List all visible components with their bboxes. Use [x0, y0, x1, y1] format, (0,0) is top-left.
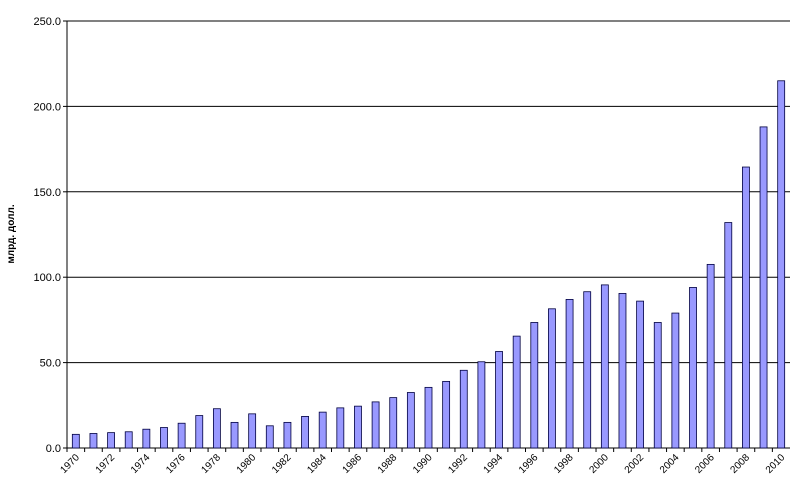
- x-tick-label: 1992: [446, 452, 470, 476]
- x-tick-label: 2000: [587, 452, 611, 476]
- bar: [689, 287, 697, 449]
- bar: [195, 415, 204, 449]
- bar: [653, 322, 662, 449]
- bar: [230, 421, 239, 449]
- x-tick-label: 1974: [129, 452, 153, 476]
- x-tick-label: 1994: [482, 452, 506, 476]
- bar: [424, 386, 433, 449]
- bar: [565, 299, 574, 449]
- bar: [636, 300, 645, 449]
- bar: [406, 392, 415, 449]
- bar: [389, 397, 398, 449]
- x-tick-label: 2008: [729, 452, 753, 476]
- bar: [618, 293, 627, 449]
- bar: [318, 411, 327, 449]
- bar: [336, 407, 345, 449]
- y-tick-label: 150.0: [33, 187, 61, 199]
- bar: [71, 433, 80, 449]
- bar: [530, 322, 539, 449]
- bar: [477, 361, 486, 449]
- bar: [354, 405, 362, 449]
- bar: [124, 431, 133, 449]
- y-tick-label: 0.0: [46, 443, 61, 455]
- x-tick-label: 1998: [552, 452, 576, 476]
- x-tick-label: 1972: [94, 452, 118, 476]
- x-tick-label: 1982: [270, 452, 294, 476]
- x-tick-label: 1986: [341, 452, 365, 476]
- bar: [371, 401, 380, 449]
- bar: [160, 427, 168, 449]
- bar: [177, 422, 186, 449]
- x-tick-label: 2002: [623, 452, 647, 476]
- bar: [89, 433, 98, 449]
- bar: [706, 263, 715, 449]
- x-tick-label: 1978: [200, 452, 224, 476]
- bar: [495, 351, 503, 449]
- y-axis-label: млрд. долл.: [6, 204, 17, 263]
- x-tick-label: 2006: [693, 452, 717, 476]
- x-tick-label: 1970: [58, 452, 82, 476]
- bar: [742, 166, 750, 449]
- x-tick-label: 1990: [411, 452, 435, 476]
- bar: [583, 291, 592, 449]
- bar: [283, 421, 292, 449]
- bar: [759, 126, 768, 449]
- bar: [212, 408, 221, 449]
- bar: [548, 308, 556, 449]
- x-tick-label: 1996: [517, 452, 541, 476]
- bar: [724, 222, 733, 449]
- bar: [265, 425, 274, 449]
- x-tick-label: 2004: [658, 452, 682, 476]
- y-tick-label: 200.0: [33, 101, 61, 113]
- y-tick-label: 100.0: [33, 272, 61, 284]
- bar: [301, 416, 309, 449]
- bar: [600, 284, 609, 449]
- x-tick-label: 2010: [764, 452, 788, 476]
- bar: [459, 369, 468, 449]
- bar: [107, 432, 115, 449]
- x-tick-label: 1988: [376, 452, 400, 476]
- bar: [248, 413, 257, 449]
- bar: [142, 428, 151, 449]
- x-tick-label: 1980: [235, 452, 259, 476]
- x-tick-label: 1984: [305, 452, 329, 476]
- bar: [512, 335, 521, 449]
- y-tick-label: 50.0: [40, 358, 61, 370]
- y-tick-label: 250.0: [33, 16, 61, 28]
- bar: [671, 312, 680, 449]
- bar: [777, 80, 786, 449]
- bar: [442, 380, 451, 449]
- x-tick-label: 1976: [164, 452, 188, 476]
